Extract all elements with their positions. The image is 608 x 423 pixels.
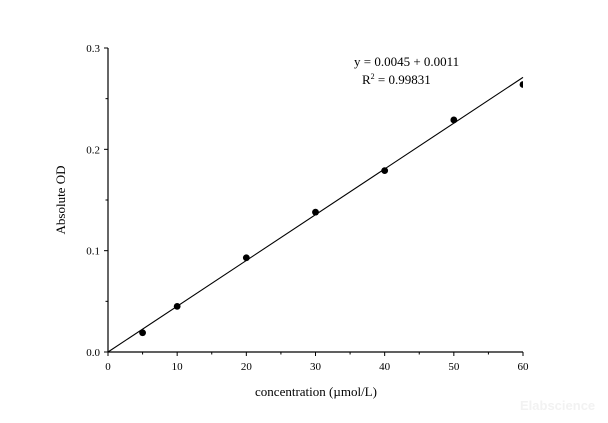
x-tick-label: 0 (105, 361, 111, 373)
data-point (519, 81, 523, 88)
x-tick-label: 60 (518, 361, 530, 373)
r-squared-value: = 0.99831 (375, 72, 431, 87)
y-tick-label: 0.3 (86, 43, 100, 55)
y-tick-label: 0.0 (86, 347, 100, 359)
x-tick-label: 50 (448, 361, 460, 373)
equation-annotation: y = 0.0045 + 0.0011 (354, 54, 459, 69)
data-point (139, 329, 146, 337)
axes: 0 10 20 30 40 50 60 0.0 0.1 0.2 0.3 (86, 43, 529, 373)
x-axis-label: concentration (µmol/L) (255, 384, 377, 399)
watermark: Elabscience (520, 398, 596, 413)
data-point (450, 116, 458, 124)
data-points (139, 81, 523, 337)
x-tick-label: 30 (310, 361, 322, 373)
data-point (381, 167, 389, 175)
y-tick-label: 0.2 (86, 144, 100, 156)
x-tick-label: 20 (241, 361, 253, 373)
data-point (242, 254, 250, 262)
r-squared-annotation: R2 = 0.99831 (362, 72, 431, 87)
x-tick-label: 10 (172, 361, 184, 373)
data-point (173, 303, 181, 310)
x-tick-label: 40 (379, 361, 391, 373)
y-tick-label: 0.1 (86, 246, 100, 258)
r-squared-base: R (362, 72, 371, 87)
r-squared-superscript: 2 (371, 72, 375, 81)
y-axis-label: Absolute OD (53, 166, 68, 235)
data-point (312, 208, 319, 216)
